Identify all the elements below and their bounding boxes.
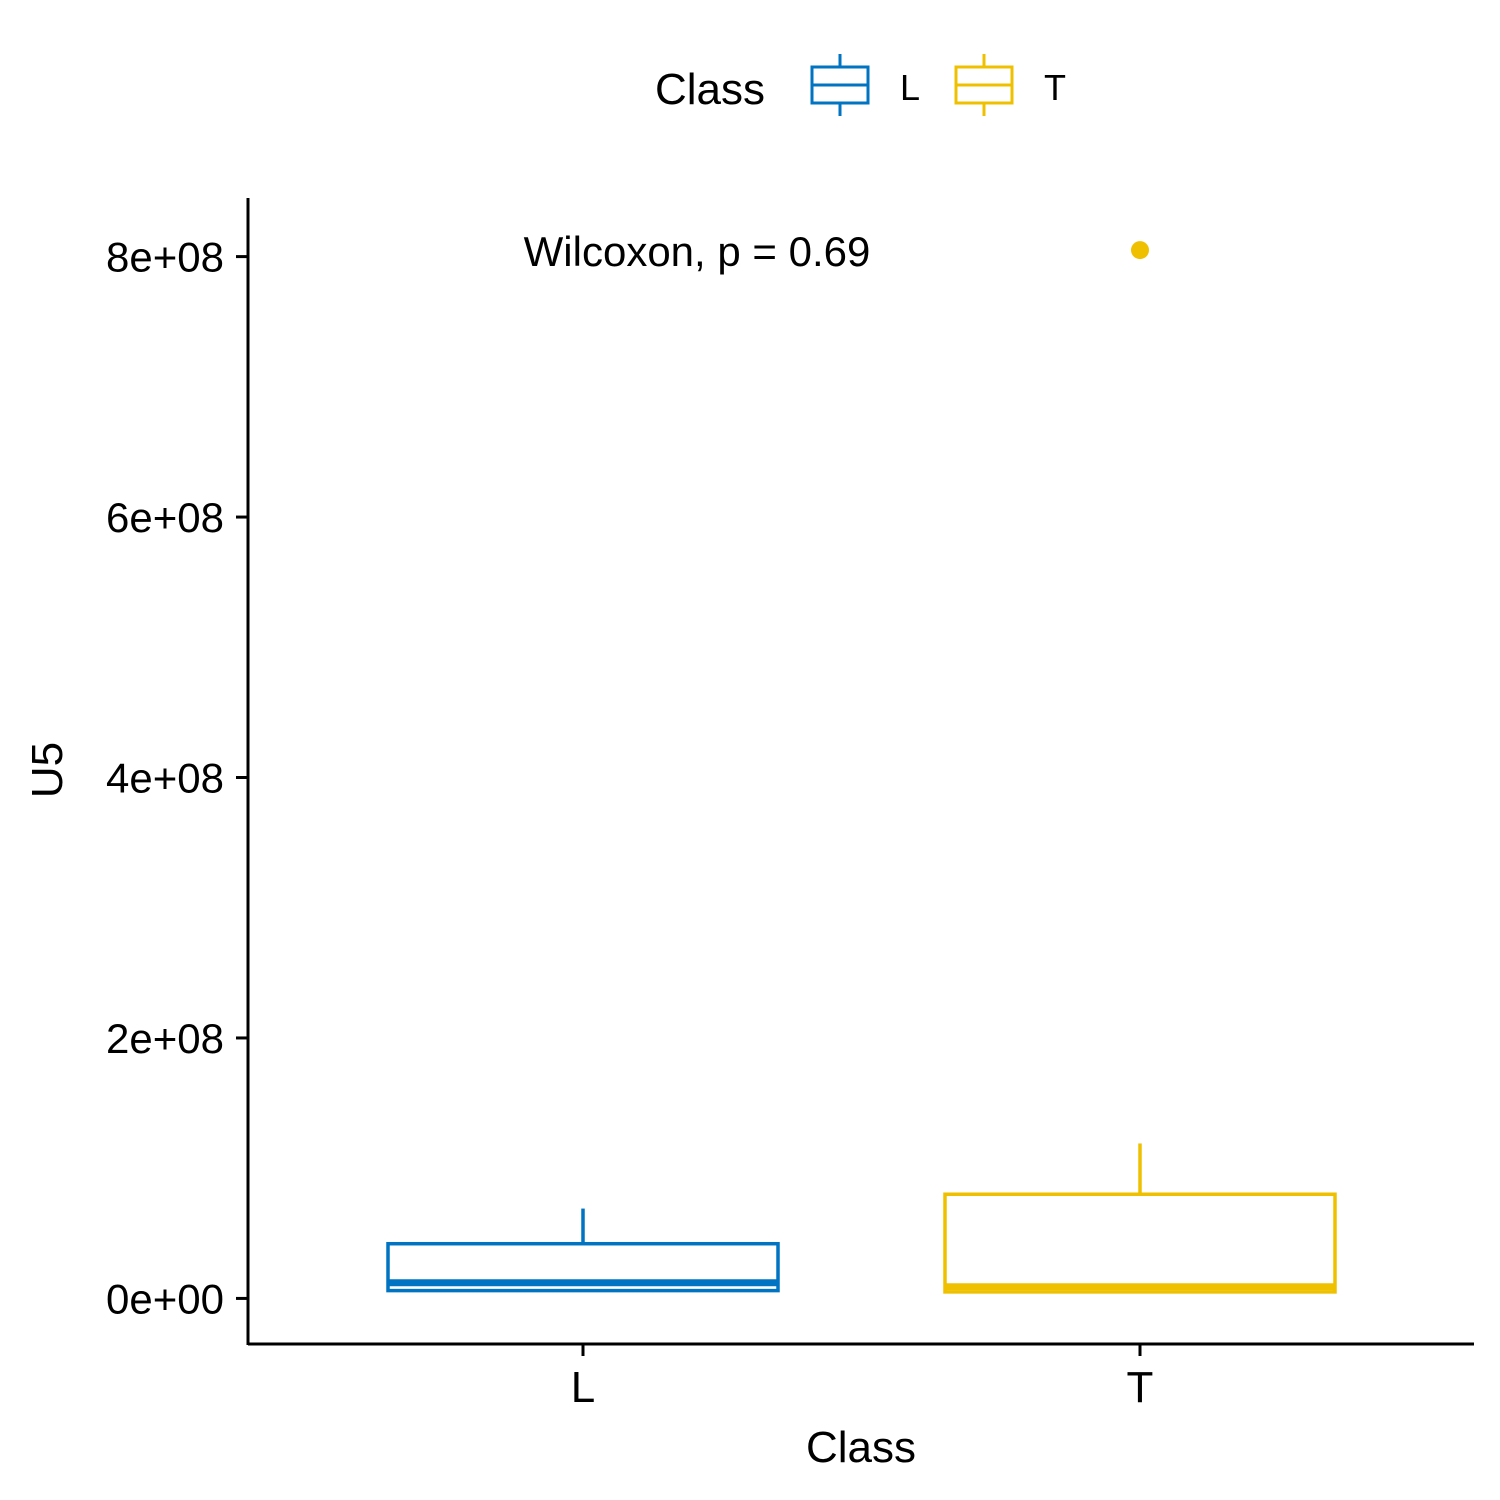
box <box>943 1192 1337 1294</box>
x-axis-title: Class <box>806 1423 916 1472</box>
box-group-T <box>943 241 1337 1294</box>
y-tick-label: 8e+08 <box>106 234 224 281</box>
x-tick-label: T <box>1127 1363 1154 1412</box>
y-tick-label: 4e+08 <box>106 755 224 802</box>
y-tick-label: 0e+00 <box>106 1275 224 1322</box>
box-group-L <box>386 1208 780 1293</box>
y-axis-title: U5 <box>23 742 72 798</box>
y-tick-label: 6e+08 <box>106 494 224 541</box>
axes: 0e+00 2e+08 4e+08 6e+08 8e+08 L T Class U5 <box>23 198 1474 1472</box>
legend-label: L <box>900 67 920 108</box>
legend-entry-L: L <box>810 54 920 116</box>
legend-entry-T: T <box>954 54 1066 116</box>
y-tick-label: 2e+08 <box>106 1015 224 1062</box>
wilcoxon-annotation: Wilcoxon, p = 0.69 <box>524 228 871 275</box>
legend-title: Class <box>655 65 765 114</box>
legend-label: T <box>1044 67 1066 108</box>
x-tick-label: L <box>571 1363 595 1412</box>
outlier-point <box>1131 241 1149 260</box>
legend: Class L T <box>655 54 1066 116</box>
plot-area: Wilcoxon, p = 0.69 <box>386 228 1337 1294</box>
